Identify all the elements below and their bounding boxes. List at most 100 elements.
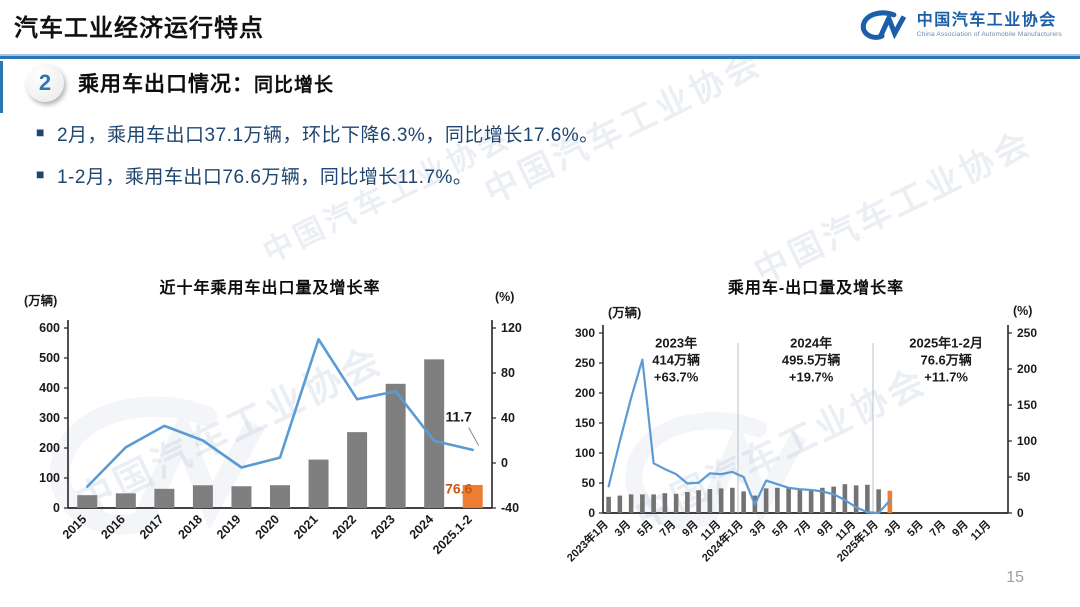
- left-axis-tick-label: 50: [582, 476, 596, 490]
- chart-annotation: 11.7: [445, 409, 472, 425]
- export-volume-bar: [673, 493, 679, 513]
- section-title: 乘用车出口情况：同比增长: [78, 68, 334, 98]
- export-volume-bar: [865, 484, 870, 513]
- right-axis-tick-label: 150: [1017, 398, 1037, 412]
- right-axis-tick-label: 120: [501, 321, 522, 335]
- left-axis-tick-label: 150: [575, 416, 595, 430]
- bullet-item: ■ 2月，乘用车出口37.1万辆，环比下降6.3%，同比增长17.6%。: [36, 120, 599, 147]
- export-volume-bar: [270, 485, 290, 508]
- bullet-square-icon: ■: [36, 124, 45, 140]
- export-volume-bar: [651, 494, 656, 513]
- export-volume-bar: [662, 493, 668, 513]
- section-title-secondary: 同比增长: [254, 75, 335, 96]
- export-volume-bar: [786, 488, 791, 513]
- export-volume-bar: [718, 488, 724, 513]
- chart-title: 近十年乘用车出口量及增长率: [159, 280, 381, 297]
- x-axis-tick-label: 7月: [792, 518, 813, 539]
- bullet-list: ■ 2月，乘用车出口37.1万辆，环比下降6.3%，同比增长17.6%。 ■ 1…: [36, 120, 599, 204]
- export-volume-bar: [820, 487, 825, 513]
- x-axis-tick-label: 2023: [368, 512, 398, 542]
- export-volume-bar: [77, 495, 98, 508]
- x-axis-tick-label: 7月: [657, 518, 678, 539]
- x-axis-tick-label: 2019: [214, 512, 244, 542]
- right-axis-unit-label: (%): [1013, 304, 1033, 318]
- left-axis-tick-label: 200: [39, 441, 60, 455]
- x-axis-tick-label: 2025.1-2: [430, 512, 475, 557]
- monthly-export-chart: 乘用车-出口量及增长率 (万辆) (%) 0 50 100 150 200 250 300 0…: [556, 266, 1076, 606]
- export-volume-bar: [876, 489, 881, 513]
- x-axis-tick-label: 11月: [968, 518, 993, 543]
- x-axis-tick-label: 2024: [407, 512, 437, 542]
- left-axis-tick-label: 250: [575, 356, 595, 370]
- export-volume-bar: [308, 459, 329, 508]
- page-number: 15: [1006, 569, 1024, 586]
- export-volume-bar: [115, 493, 136, 508]
- right-axis-tick-label: 50: [1017, 470, 1031, 484]
- export-volume-bar: [842, 484, 848, 513]
- bullet-text: 1-2月，乘用车出口76.6万辆，同比增长11.7%。: [56, 167, 473, 188]
- export-volume-bar: [707, 489, 713, 513]
- export-volume-bar: [640, 494, 645, 513]
- x-axis-tick-label: 3月: [882, 518, 903, 539]
- left-axis-tick-label: 400: [39, 381, 60, 395]
- export-volume-bar: [231, 486, 252, 508]
- header-rule: [0, 54, 1080, 59]
- export-volume-bar: [763, 488, 769, 513]
- x-axis-tick-label: 2017: [137, 512, 167, 542]
- x-axis-tick-label: 2023年1月: [564, 517, 611, 564]
- export-volume-bar: [741, 491, 746, 513]
- x-axis-tick-label: 2020: [253, 512, 283, 542]
- export-volume-bar: [606, 496, 611, 513]
- export-volume-bar: [808, 489, 814, 513]
- x-axis-tick-label: 2016: [98, 512, 128, 542]
- export-volume-bar: [154, 488, 175, 508]
- export-volume-bar: [347, 432, 368, 508]
- chart-annotation: 2025年1-2月 76.6万辆+11.7%: [909, 335, 983, 384]
- x-axis-tick-label: 2015: [60, 512, 90, 542]
- right-axis-unit-label: (%): [495, 290, 515, 304]
- x-axis-tick-label: 9月: [814, 518, 835, 539]
- chart-annotation: 2023年 414万辆+63.7%: [652, 335, 700, 384]
- page-title: 汽车工业经济运行特点: [14, 15, 264, 42]
- org-name-cn: 中国汽车工业协会: [916, 11, 1057, 29]
- export-volume-bar: [617, 495, 623, 513]
- bullet-text: 2月，乘用车出口37.1万辆，环比下降6.3%，同比增长17.6%。: [56, 125, 599, 146]
- header: 汽车工业经济运行特点 中国汽车工业协会 China Association of…: [0, 0, 1080, 54]
- left-axis-unit-label: (万辆): [608, 306, 642, 320]
- export-volume-bar: [730, 487, 735, 513]
- growth-rate-line: [607, 358, 891, 515]
- x-axis-tick-label: 2021: [291, 512, 321, 542]
- left-axis-tick-label: 0: [588, 506, 595, 520]
- decade-export-chart: 近十年乘用车出口量及增长率 (万辆) (%) 0 100 200 300 400 500 6…: [8, 266, 532, 604]
- growth-rate-line: [85, 337, 475, 488]
- x-axis-tick-label: 5月: [904, 518, 925, 539]
- decade-chart-canvas: 0 100 200 300 400 500 600 -40 0 40 80 120 2015 2016 20…: [39, 320, 522, 557]
- section-heading: 2 乘用车出口情况：同比增长: [26, 64, 334, 102]
- left-axis-tick-label: 500: [39, 351, 60, 365]
- right-axis-tick-label: 100: [1017, 434, 1037, 448]
- right-axis-tick-label: 0: [1017, 506, 1024, 520]
- export-volume-bar: [462, 485, 483, 508]
- bullet-square-icon: ■: [36, 166, 45, 182]
- export-volume-bar: [685, 492, 690, 513]
- x-axis-tick-label: 2022: [330, 512, 360, 542]
- right-axis-tick-label: -40: [501, 501, 519, 515]
- export-volume-bar: [385, 383, 406, 508]
- export-volume-bar: [853, 485, 859, 513]
- org-name-en: China Association of Automobile Manufact…: [916, 31, 1062, 39]
- export-volume-bar: [192, 485, 213, 508]
- chart-annotation: 76.6: [445, 481, 472, 497]
- monthly-chart-canvas: 0 50 100 150 200 250 300 0 50 100 150 200 250 2023年1月…: [564, 325, 1037, 564]
- left-axis-tick-label: 200: [575, 386, 595, 400]
- left-accent-bar: [0, 61, 3, 113]
- org-logo: 中国汽车工业协会 China Association of Automobile…: [855, 7, 1062, 43]
- x-axis-tick-label: 3月: [612, 518, 633, 539]
- bullet-item: ■ 1-2月，乘用车出口76.6万辆，同比增长11.7%。: [36, 162, 599, 189]
- x-axis-tick-label: 3月: [747, 518, 768, 539]
- right-axis-tick-label: 0: [501, 456, 508, 470]
- chart-title: 乘用车-出口量及增长率: [727, 280, 905, 297]
- section-number-badge: 2: [26, 64, 64, 102]
- export-volume-bar: [797, 489, 803, 513]
- x-axis-tick-label: 9月: [679, 518, 700, 539]
